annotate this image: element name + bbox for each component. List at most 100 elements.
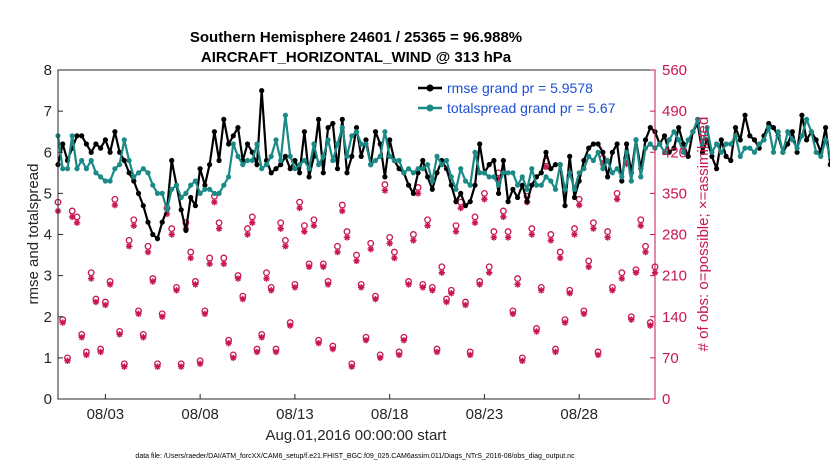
rmse-point [83, 141, 89, 147]
rmse-point [316, 116, 322, 122]
obs-assimilated-point [83, 351, 90, 359]
rmse-point [339, 116, 345, 122]
y2-axis-label: # of obs: o=possible; ×=assimilated [695, 117, 712, 352]
obs-assimilated-point [88, 275, 95, 282]
obs-assimilated-point [580, 310, 588, 317]
obs-assimilated-point [64, 357, 71, 364]
obs-assimilated-point [642, 248, 649, 256]
obs-assimilated-point [618, 275, 625, 282]
y-tick-label: 1 [44, 350, 52, 367]
totalspread-point [159, 190, 165, 196]
totalspread-point [126, 157, 132, 164]
rmse-point [154, 236, 161, 242]
totalspread-point [742, 145, 748, 151]
totalspread-point [396, 157, 402, 164]
rmse-point [330, 120, 336, 127]
obs-assimilated-point [628, 316, 635, 323]
obs-assimilated-point [438, 269, 445, 276]
obs-assimilated-point [443, 298, 450, 306]
rmse-point [320, 170, 326, 176]
totalspread-point [131, 174, 137, 180]
obs-assimilated-point [632, 269, 640, 276]
rmse-point [500, 157, 506, 164]
rmse-point [297, 170, 303, 176]
obs-assimilated-point [500, 213, 507, 221]
totalspread-point [254, 141, 260, 147]
totalspread-point [164, 207, 170, 213]
y-tick-label: 0 [44, 391, 52, 408]
rmse-point [614, 141, 620, 147]
rmse-point [287, 166, 293, 172]
rmse-point [642, 137, 649, 143]
totalspread-point [301, 157, 307, 164]
totalspread-point [557, 162, 563, 168]
y2-tick-label: 490 [662, 103, 687, 120]
obs-assimilated-point [187, 254, 194, 262]
obs-assimilated-point [604, 234, 611, 241]
rmse-point [462, 203, 469, 209]
rmse-point [581, 157, 587, 164]
obs-assimilated-point [452, 228, 460, 235]
totalspread-point [690, 129, 696, 135]
y-tick-label: 4 [44, 227, 52, 244]
obs-assimilated-point [348, 363, 355, 370]
totalspread-point [330, 157, 336, 164]
obs-assimilated-point [296, 204, 303, 212]
rmse-point [510, 186, 516, 192]
plot-area [58, 70, 655, 399]
totalspread-point [268, 153, 274, 159]
totalspread-point [387, 153, 393, 159]
totalspread-point [709, 149, 715, 155]
rmse-point [609, 149, 616, 155]
rmse-point [74, 133, 80, 139]
totalspread-point [737, 153, 743, 159]
totalspread-point [192, 178, 198, 184]
rmse-point [605, 174, 611, 180]
totalspread-point [799, 133, 805, 139]
rmse-point [259, 88, 265, 94]
totalspread-point [145, 170, 151, 176]
rmse-point [562, 203, 568, 209]
rmse-point [505, 199, 511, 205]
chart-subtitle: AIRCRAFT_HORIZONTAL_WIND @ 313 hPa [201, 49, 512, 66]
totalspread-point [448, 174, 454, 180]
rmse-point [169, 157, 175, 164]
rmse-point [226, 141, 232, 147]
obs-assimilated-point [159, 313, 166, 320]
rmse-point [207, 162, 213, 168]
rmse-point [334, 166, 341, 172]
totalspread-point [766, 125, 772, 131]
totalspread-point [695, 116, 701, 122]
rmse-point [647, 125, 653, 131]
rmse-point [415, 170, 421, 176]
obs-assimilated-point [144, 248, 152, 256]
obs-assimilated-point [414, 190, 422, 197]
totalspread-point [83, 166, 89, 172]
y-axis-left: 0 1 2 3 4 5 6 7 8 [44, 62, 63, 408]
obs-assimilated-point [111, 201, 119, 209]
totalspread-point [818, 153, 824, 159]
rmse-point [732, 125, 739, 131]
totalspread-point [282, 112, 288, 118]
obs-assimilated-point [637, 222, 644, 229]
obs-assimilated-point [590, 225, 597, 232]
rmse-point [140, 203, 146, 209]
rmse-point [661, 133, 668, 139]
rmse-point [178, 207, 184, 213]
totalspread-point [671, 129, 677, 135]
rmse-point [458, 190, 464, 196]
totalspread-point [728, 141, 734, 147]
totalspread-point [638, 174, 644, 180]
rmse-point [496, 190, 502, 196]
totalspread-point [391, 157, 397, 164]
y2-tick-label: 140 [662, 309, 687, 326]
totalspread-point [510, 170, 516, 176]
obs-assimilated-point [448, 290, 455, 297]
totalspread-point [756, 141, 762, 147]
totalspread-point [150, 182, 156, 188]
totalspread-point [98, 174, 104, 180]
rmse-point [145, 219, 151, 225]
totalspread-point [538, 182, 544, 188]
totalspread-point [207, 186, 213, 192]
